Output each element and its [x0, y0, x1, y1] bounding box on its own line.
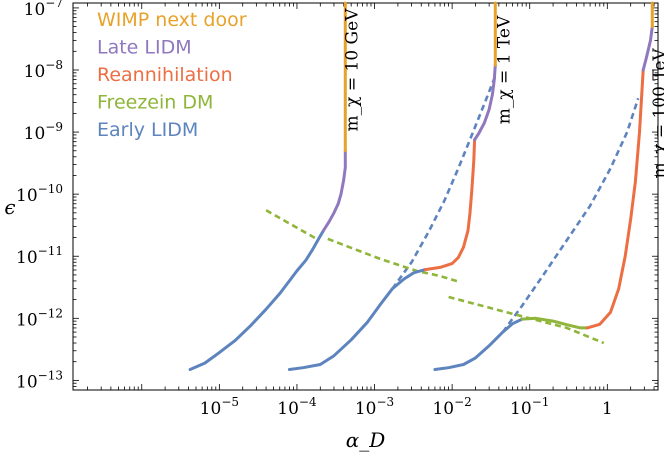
- y-tick-label: 10−12: [16, 306, 63, 330]
- mass-label: m_χ = 10 GeV: [342, 8, 362, 132]
- y-axis-label: ϵ: [4, 195, 15, 219]
- legend-item-freezein-dm: Freezein DM: [97, 92, 213, 114]
- series-layer: [188, 1, 654, 371]
- series-early-lidm-1-tev-dashed: [391, 75, 497, 290]
- legend-item-early-lidm: Early LIDM: [97, 119, 198, 141]
- y-tick-label: 10−7: [24, 0, 63, 20]
- series-late-lidm-1-tev: [473, 63, 497, 142]
- legend-item-reannihilation: Reannihilation: [97, 64, 233, 86]
- series-early-lidm-100-tev-dashed: [501, 97, 640, 333]
- series-early-lidm-100-tev: [433, 317, 524, 371]
- y-tick-label: 10−10: [16, 182, 63, 206]
- x-tick-label: 10−1: [510, 395, 549, 419]
- series-reannihilation-100-tev: [585, 68, 645, 330]
- series-late-lidm-100-tev: [641, 25, 654, 72]
- axis-tick-labels: 10−5 10−4 10−3 10−2 10−1 110−1310−1210−1110−1…: [16, 0, 613, 419]
- series-freezein-dm-100-tev: [520, 316, 589, 330]
- svg-text:m_χ = 100 TeV: m_χ = 100 TeV: [650, 48, 664, 179]
- axis-ticks: [73, 3, 658, 391]
- y-tick-label: 10−11: [16, 244, 63, 268]
- legend-item-late-lidm: Late LIDM: [97, 37, 192, 59]
- axis-titles: α_D ϵ: [4, 195, 385, 452]
- x-tick-label: 10−4: [277, 395, 317, 419]
- svg-text:m_χ = 1 TeV: m_χ = 1 TeV: [495, 15, 515, 124]
- y-tick-label: 10−13: [16, 368, 63, 392]
- series-freezein-dm-1-tev-dashed: [327, 237, 459, 283]
- series-early-lidm-10-gev: [188, 229, 325, 371]
- svg-text:m_χ = 10 GeV: m_χ = 10 GeV: [342, 8, 362, 132]
- legend: WIMP next door Late LIDM Reannihilation Fre…: [97, 9, 247, 141]
- series-freezein-dm-100-tev-dashed: [448, 295, 605, 345]
- y-tick-label: 10−9: [24, 120, 63, 144]
- series-freezein-dm-10-gev-dashed: [265, 209, 318, 241]
- x-tick-label: 1: [602, 399, 613, 419]
- legend-item-wimp-next-door: WIMP next door: [97, 9, 247, 31]
- x-tick-label: 10−5: [200, 395, 239, 419]
- series-late-lidm-10-gev: [322, 149, 347, 232]
- plot-frame: [72, 2, 659, 391]
- mass-label: m_χ = 1 TeV: [495, 15, 515, 124]
- y-tick-label: 10−8: [24, 58, 63, 82]
- series-early-lidm-1-tev: [287, 268, 427, 371]
- x-tick-label: 10−3: [355, 395, 394, 419]
- x-tick-label: 10−2: [432, 395, 471, 419]
- x-axis-label: α_D: [346, 428, 386, 452]
- mass-label: m_χ = 100 TeV: [650, 48, 664, 179]
- mass-annotations: m_χ = 10 GeV m_χ = 1 TeV m_χ = 100 TeV: [342, 8, 664, 179]
- series-reannihilation-1-tev: [423, 138, 477, 272]
